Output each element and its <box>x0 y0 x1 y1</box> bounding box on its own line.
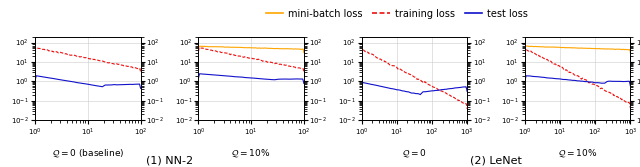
Text: (1) NN-2: (1) NN-2 <box>146 155 193 165</box>
Text: $\mathcal{Q} = 0$: $\mathcal{Q} = 0$ <box>402 147 427 159</box>
Text: (2) LeNet: (2) LeNet <box>470 155 522 165</box>
Text: $\mathcal{Q} = 0$ (baseline): $\mathcal{Q} = 0$ (baseline) <box>52 147 124 159</box>
Text: $\mathcal{Q} = 10\%$: $\mathcal{Q} = 10\%$ <box>558 147 597 159</box>
Text: $\mathcal{Q} = 10\%$: $\mathcal{Q} = 10\%$ <box>232 147 271 159</box>
Legend: mini-batch loss, training loss, test loss: mini-batch loss, training loss, test los… <box>262 5 532 23</box>
